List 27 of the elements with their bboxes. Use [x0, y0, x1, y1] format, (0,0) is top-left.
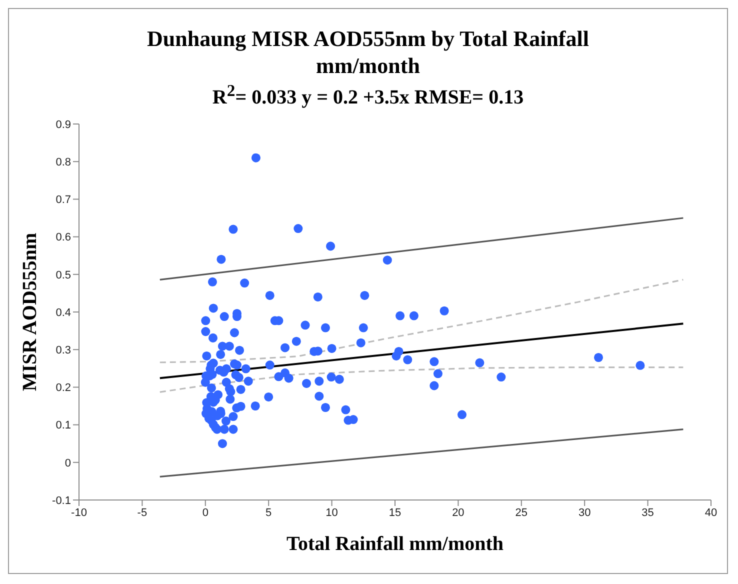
y-tick-label: 0.9 [56, 118, 71, 131]
x-tick-label: 5 [266, 506, 272, 518]
x-tick-label: -5 [137, 506, 148, 518]
y-tick-label: 0.1 [56, 419, 71, 432]
y-tick-label: 0.8 [56, 156, 71, 168]
line-series [159, 278, 684, 363]
y-axis-title: MISR AOD555nm [19, 232, 42, 391]
x-tick-label: 10 [326, 506, 338, 518]
y-tick-label: 0.7 [56, 194, 71, 206]
y-tick-label: 0.3 [56, 344, 71, 356]
chart-title: Dunhaung MISR AOD555nm by Total Rainfall mm/month [146, 25, 590, 79]
chart-subtitle: R$^{2}$= 0.033 y = 0.2 +3.5x RMSE= 0.13 [211, 81, 525, 110]
x-tick-label: 35 [642, 506, 654, 518]
x-tick-label: 20 [452, 506, 464, 518]
y-tick-label: 0.2 [56, 382, 71, 394]
x-tick-label: 25 [515, 506, 528, 518]
x-tick-label: 30 [578, 506, 591, 518]
x-tick-label: 15 [388, 506, 402, 518]
y-tick-label: 0 [64, 456, 71, 469]
y-tick-label: 0.4 [56, 306, 71, 319]
x-tick-label: -10 [71, 506, 87, 518]
y-tick-label: 0.5 [56, 268, 71, 281]
x-axis-title: Total Rainfall mm/month [286, 532, 504, 555]
x-tick-label: 0 [202, 506, 208, 518]
y-tick-label: -0.1 [52, 494, 71, 507]
x-tick-label: 40 [704, 506, 718, 518]
y-tick-label: 0.6 [56, 231, 71, 244]
